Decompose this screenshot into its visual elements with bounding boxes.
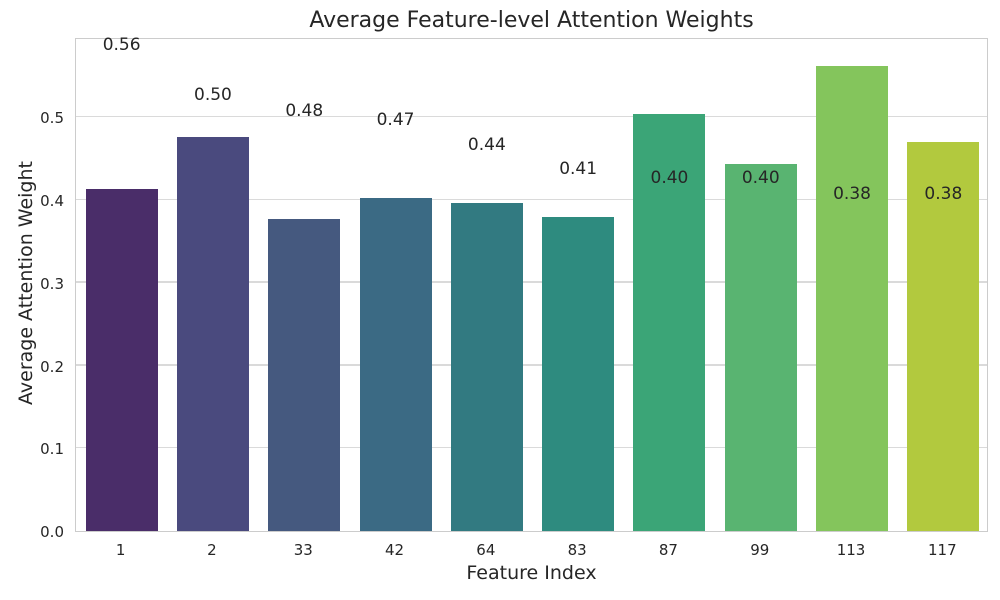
x-tick-label: 33 xyxy=(293,541,313,559)
y-tick-label: 0.5 xyxy=(40,109,64,128)
bar-feature-42 xyxy=(359,197,432,531)
bar-feature-83 xyxy=(542,217,615,531)
x-tick-label: 2 xyxy=(207,541,217,559)
bar-feature-2 xyxy=(176,137,249,531)
bar-feature-64 xyxy=(450,202,523,531)
plot-area: 0.56 0.50 0.48 0.47 0.44 0.41 0.40 0.40 0.38 0.38 xyxy=(75,35,988,532)
x-tick-label: 64 xyxy=(476,541,496,559)
x-tick-label: 87 xyxy=(658,541,678,559)
x-tick-label: 42 xyxy=(385,541,405,559)
bar-feature-1 xyxy=(85,189,158,531)
bar-feature-99 xyxy=(724,163,797,531)
bar-value-label: 0.38 xyxy=(924,184,963,205)
x-tick-label: 113 xyxy=(836,541,866,559)
bar-feature-33 xyxy=(268,219,341,531)
chart-title: Average Feature-level Attention Weights xyxy=(309,8,754,33)
x-axis-label: Feature Index xyxy=(466,562,597,584)
bar-value-label: 0.40 xyxy=(650,167,689,188)
bar-value-label: 0.56 xyxy=(102,35,141,56)
gridline xyxy=(76,364,987,366)
y-tick-label: 0.0 xyxy=(40,523,64,541)
gridline xyxy=(76,115,987,118)
gridline xyxy=(76,281,987,283)
x-tick-label: 83 xyxy=(567,541,587,559)
bar-feature-113 xyxy=(816,65,889,531)
gridline xyxy=(76,198,987,201)
y-tick-label: 0.4 xyxy=(40,192,64,210)
bar-value-label: 0.38 xyxy=(833,184,871,205)
bar-value-label: 0.44 xyxy=(467,134,506,155)
y-tick-label: 0.2 xyxy=(40,357,64,376)
bar-value-label: 0.50 xyxy=(194,84,232,105)
x-tick-label: 117 xyxy=(928,541,957,559)
bar-value-label: 0.40 xyxy=(741,167,780,188)
bar-value-label: 0.48 xyxy=(285,101,324,122)
bar-value-label: 0.47 xyxy=(376,109,415,130)
x-tick-label: 1 xyxy=(115,541,126,559)
x-tick-label: 99 xyxy=(750,541,770,559)
bar-value-label: 0.41 xyxy=(559,159,598,180)
y-tick-label: 0.3 xyxy=(40,274,64,293)
bar-feature-117 xyxy=(907,142,980,531)
bar-feature-87 xyxy=(633,113,706,531)
gridline xyxy=(76,446,987,449)
y-tick-label: 0.1 xyxy=(40,440,64,459)
